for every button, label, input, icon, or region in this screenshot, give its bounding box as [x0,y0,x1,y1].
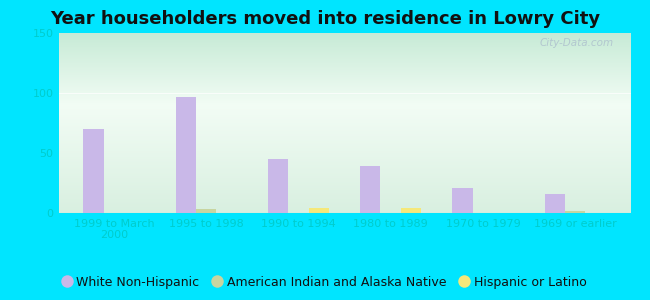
Bar [309,208,329,213]
Bar [452,188,473,213]
Bar [83,129,104,213]
Bar [360,166,380,213]
Bar [401,208,421,213]
Text: Year householders moved into residence in Lowry City: Year householders moved into residence i… [50,11,600,28]
Bar [545,194,565,213]
Legend: White Non-Hispanic, American Indian and Alaska Native, Hispanic or Latino: White Non-Hispanic, American Indian and … [58,271,592,294]
Bar [268,159,288,213]
Text: City-Data.com: City-Data.com [540,38,614,48]
Bar [565,211,585,213]
Bar [176,97,196,213]
Bar [196,209,216,213]
